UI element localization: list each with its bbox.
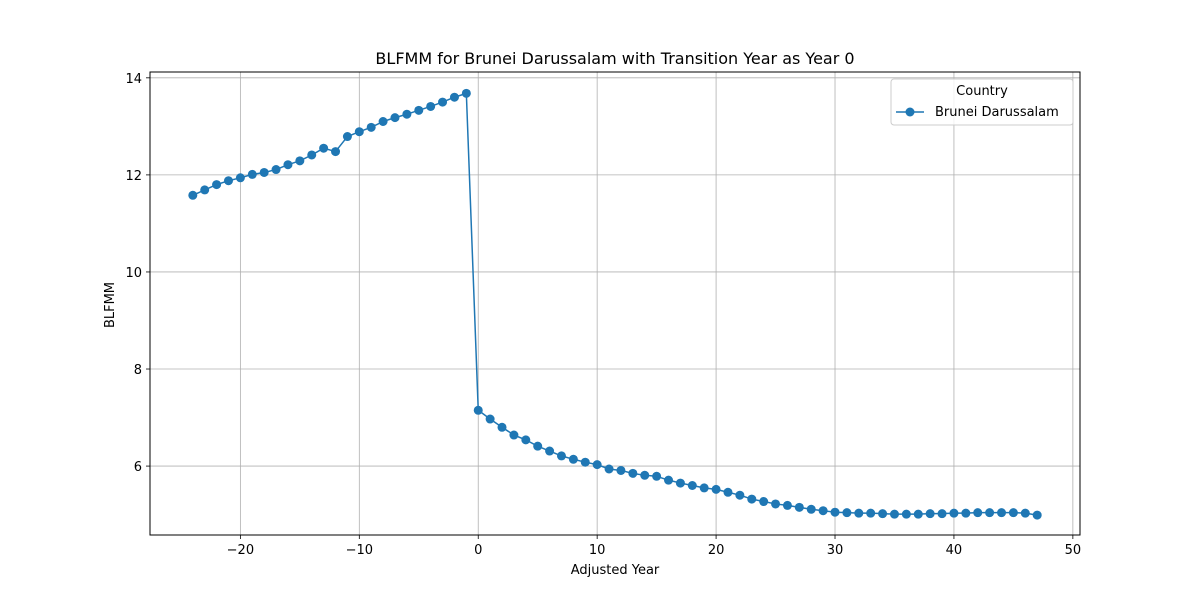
data-point bbox=[866, 508, 876, 518]
data-point bbox=[259, 167, 269, 177]
data-point bbox=[997, 508, 1007, 518]
chart-title: BLFMM for Brunei Darussalam with Transit… bbox=[375, 49, 854, 68]
data-point bbox=[771, 499, 781, 509]
data-point bbox=[889, 509, 899, 519]
data-point bbox=[699, 483, 709, 493]
data-point bbox=[521, 435, 531, 445]
data-point bbox=[307, 150, 317, 160]
data-point bbox=[509, 430, 519, 440]
data-point bbox=[723, 487, 733, 497]
data-point bbox=[568, 454, 578, 464]
data-point bbox=[200, 185, 210, 195]
data-point bbox=[449, 92, 459, 102]
data-point bbox=[985, 508, 995, 518]
legend-box bbox=[890, 78, 1074, 126]
data-point bbox=[378, 117, 388, 127]
data-point bbox=[640, 470, 650, 480]
data-point bbox=[806, 504, 816, 514]
data-point bbox=[759, 497, 769, 507]
y-tick-label: 14 bbox=[125, 72, 142, 87]
data-point bbox=[937, 509, 947, 519]
data-point bbox=[913, 509, 923, 519]
data-point bbox=[295, 156, 305, 166]
data-point bbox=[366, 122, 376, 132]
grid bbox=[150, 72, 1080, 535]
data-point bbox=[687, 480, 697, 490]
x-tick-label: −20 bbox=[227, 543, 254, 558]
data-point bbox=[426, 101, 436, 111]
data-point bbox=[616, 465, 626, 475]
data-point bbox=[402, 109, 412, 119]
data-point bbox=[664, 475, 674, 485]
y-tick-label: 8 bbox=[134, 363, 142, 378]
data-point bbox=[342, 132, 352, 142]
x-tick-label: 40 bbox=[946, 543, 963, 558]
data-point bbox=[390, 113, 400, 123]
legend: Country Brunei Darussalam bbox=[890, 78, 1074, 126]
data-point bbox=[818, 506, 828, 516]
data-point bbox=[830, 507, 840, 517]
data-point bbox=[438, 97, 448, 107]
x-axis: −20 −10 0 10 20 30 40 50 bbox=[227, 535, 1081, 558]
legend-entry-brunei-darussalam: Brunei Darussalam bbox=[935, 105, 1059, 120]
x-tick-label: 30 bbox=[827, 543, 844, 558]
data-point bbox=[628, 468, 638, 478]
y-tick-label: 6 bbox=[134, 460, 142, 475]
x-axis-label: Adjusted Year bbox=[571, 563, 660, 578]
x-tick-label: 50 bbox=[1065, 543, 1082, 558]
data-point bbox=[271, 165, 281, 175]
data-point bbox=[545, 446, 555, 456]
x-tick-label: 10 bbox=[589, 543, 606, 558]
data-point bbox=[794, 502, 804, 512]
data-point bbox=[1008, 508, 1018, 518]
series-layer bbox=[188, 88, 1042, 520]
data-point bbox=[961, 508, 971, 518]
data-point bbox=[473, 405, 483, 415]
x-tick-label: 20 bbox=[708, 543, 725, 558]
data-point bbox=[556, 451, 566, 461]
data-point bbox=[497, 422, 507, 432]
y-axis: 6 8 10 12 14 bbox=[125, 72, 150, 475]
data-point bbox=[878, 509, 888, 519]
data-point bbox=[675, 478, 685, 488]
data-point bbox=[711, 484, 721, 494]
data-point bbox=[901, 509, 911, 519]
data-point bbox=[331, 147, 341, 157]
data-point bbox=[925, 509, 935, 519]
data-point bbox=[414, 105, 424, 115]
legend-title: Country bbox=[956, 84, 1008, 99]
y-tick-label: 10 bbox=[125, 266, 142, 281]
y-tick-label: 12 bbox=[125, 169, 142, 184]
x-tick-label: −10 bbox=[346, 543, 373, 558]
data-point bbox=[223, 176, 233, 186]
data-point bbox=[188, 190, 198, 200]
data-point bbox=[782, 500, 792, 510]
data-point bbox=[1020, 508, 1030, 518]
data-point bbox=[354, 127, 364, 137]
data-point bbox=[485, 414, 495, 424]
plot-frame bbox=[149, 71, 1081, 536]
data-point bbox=[604, 464, 614, 474]
y-axis-label: BLFMM bbox=[103, 282, 118, 328]
x-tick-label: 0 bbox=[474, 543, 482, 558]
data-point bbox=[533, 441, 543, 451]
data-point bbox=[283, 160, 293, 170]
data-point bbox=[247, 169, 257, 179]
data-point bbox=[842, 508, 852, 518]
data-point bbox=[747, 494, 757, 504]
data-point bbox=[319, 143, 329, 153]
data-point bbox=[592, 460, 602, 470]
data-point bbox=[652, 471, 662, 481]
data-point bbox=[949, 508, 959, 518]
data-point bbox=[212, 180, 222, 190]
data-point bbox=[235, 173, 245, 183]
data-point bbox=[580, 457, 590, 467]
data-point bbox=[854, 508, 864, 518]
data-point bbox=[461, 88, 471, 98]
data-point bbox=[973, 508, 983, 518]
legend-point-marker bbox=[905, 107, 915, 117]
data-point bbox=[1032, 510, 1042, 520]
data-point bbox=[735, 490, 745, 500]
